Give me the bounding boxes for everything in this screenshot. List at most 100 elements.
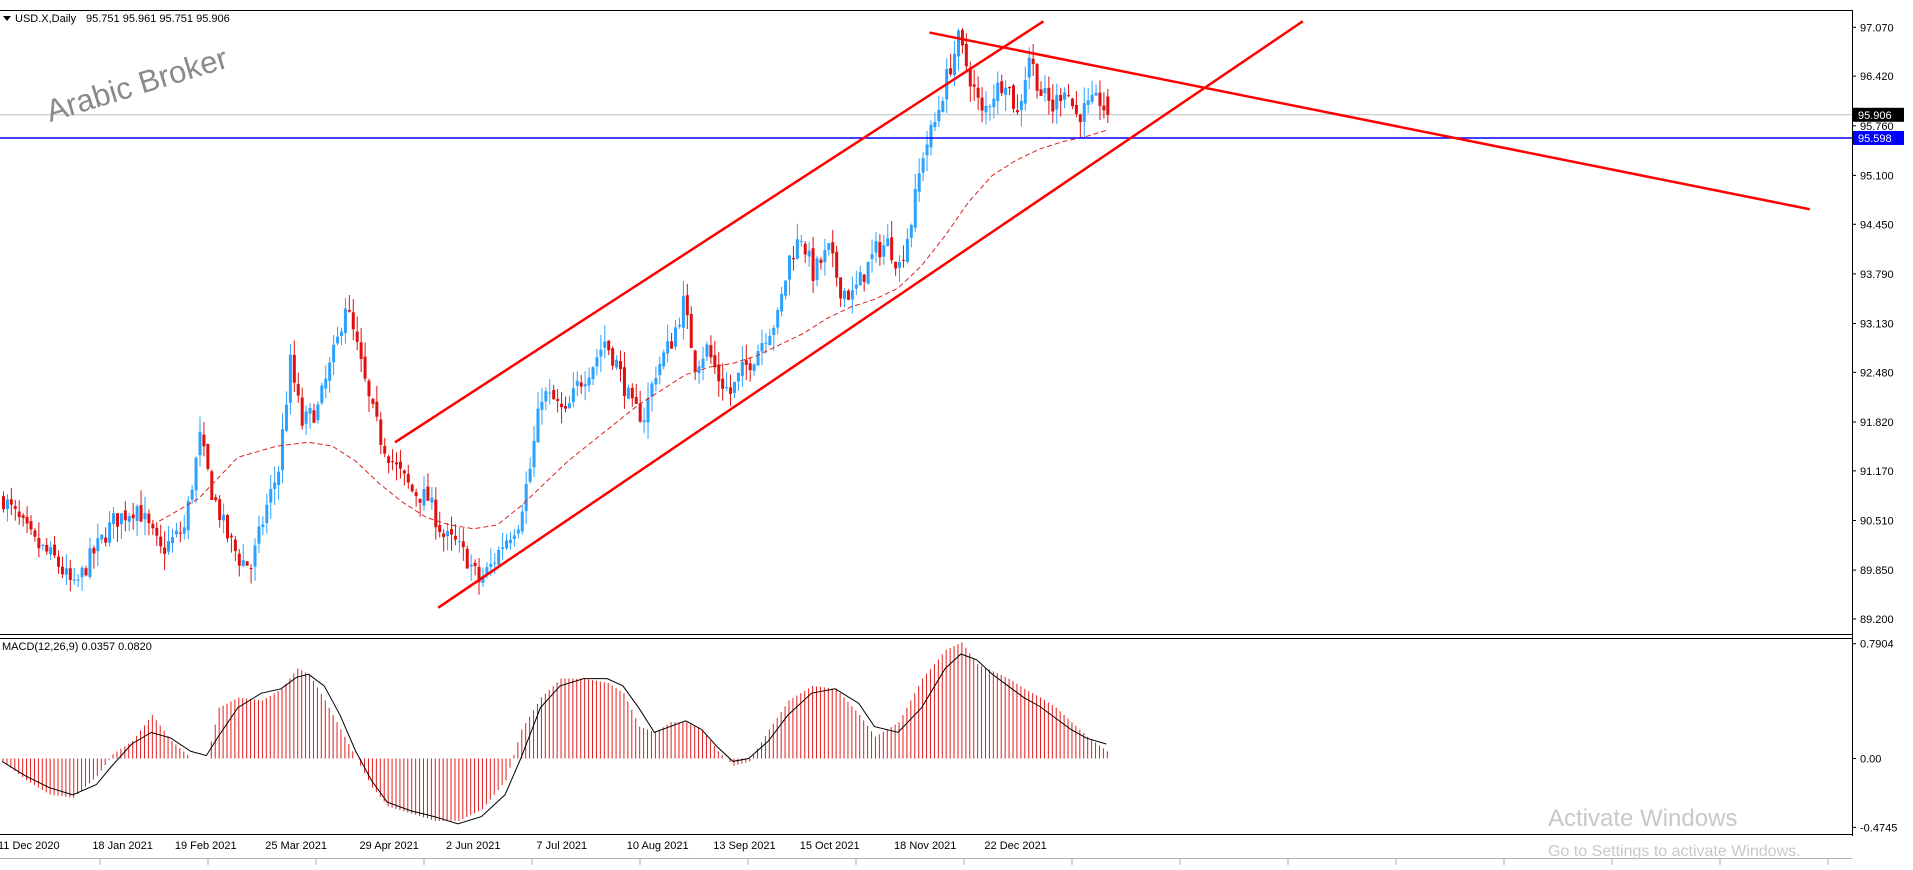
- candle-body: [395, 462, 398, 465]
- level-price-tag: 95.598: [1858, 133, 1892, 145]
- candle-body: [29, 521, 33, 530]
- candle-body: [5, 499, 9, 510]
- candle-body: [862, 274, 866, 282]
- price-tick-label: 91.820: [1860, 417, 1894, 429]
- candle-body: [729, 387, 733, 394]
- time-tick-label: 25 Mar 2021: [265, 840, 327, 852]
- trendlines[interactable]: [394, 20, 1811, 609]
- candle-body: [744, 359, 748, 365]
- time-tick-label: 15 Oct 2021: [800, 840, 860, 852]
- candle-body: [512, 535, 516, 539]
- candle-body: [949, 68, 953, 75]
- candle-body: [76, 579, 80, 581]
- candle-body: [253, 545, 257, 567]
- candle-body: [363, 356, 367, 379]
- symbol-title: USD.X,Daily: [15, 13, 77, 25]
- candle-body: [1019, 100, 1023, 111]
- candle-body: [964, 43, 968, 67]
- candle-body: [501, 547, 505, 549]
- time-tick-label: 19 Feb 2021: [175, 840, 237, 852]
- candle-body: [300, 397, 304, 426]
- channel-lower-trendline: [437, 20, 1304, 609]
- candle-body: [819, 259, 823, 263]
- candle-body: [60, 566, 64, 575]
- dropdown-arrow-icon[interactable]: [3, 16, 11, 21]
- candle-body: [457, 541, 461, 543]
- candle-body: [127, 516, 131, 522]
- candle-body: [194, 457, 198, 491]
- candle-body: [9, 499, 13, 505]
- candle-body: [866, 261, 870, 284]
- candle-body: [917, 173, 921, 192]
- candle-body: [622, 367, 626, 397]
- candle-body: [980, 97, 984, 111]
- candle-body: [108, 522, 112, 543]
- price-tick-label: 96.420: [1860, 71, 1894, 83]
- candle-body: [328, 362, 332, 381]
- candle-body: [257, 526, 261, 544]
- candle-body: [764, 342, 768, 344]
- candle-body: [218, 499, 222, 520]
- candle-body: [406, 473, 410, 483]
- candle-body: [261, 524, 265, 528]
- candle-body: [953, 53, 957, 76]
- candle-body: [461, 541, 465, 548]
- candle-body: [96, 538, 100, 552]
- time-tick-label: 18 Nov 2021: [894, 840, 956, 852]
- candle-body: [740, 361, 744, 376]
- candle-body: [72, 579, 76, 581]
- candle-body: [697, 366, 701, 373]
- candle-body: [662, 352, 666, 367]
- candle-body: [583, 384, 587, 387]
- candle-body: [296, 384, 300, 396]
- candle-body: [320, 385, 324, 404]
- candle-body: [976, 87, 980, 98]
- candle-body: [689, 313, 693, 349]
- candle-body: [603, 341, 607, 348]
- candle-body: [520, 511, 524, 532]
- price-tick-label: 93.790: [1860, 269, 1894, 281]
- last-price-tag-bg: [1853, 107, 1904, 122]
- candle-body: [288, 354, 292, 403]
- candle-body: [312, 410, 316, 423]
- candle-body: [485, 567, 489, 575]
- candle-body: [57, 556, 61, 567]
- time-tick-label: 29 Apr 2021: [360, 840, 419, 852]
- candle-body: [336, 336, 340, 344]
- candle-body: [17, 511, 21, 518]
- candle-body: [563, 406, 567, 409]
- candle-body: [402, 470, 406, 474]
- candle-body: [709, 345, 713, 358]
- price-tick-label: 93.130: [1860, 319, 1894, 331]
- time-tick-label: 11 Dec 2020: [0, 840, 60, 852]
- level-price-tag-bg: [1853, 130, 1904, 145]
- candle-body: [1039, 89, 1043, 96]
- candle-body: [642, 420, 646, 423]
- candle-body: [933, 121, 937, 128]
- time-tick-label: 18 Jan 2021: [92, 840, 153, 852]
- candle-body: [571, 388, 575, 403]
- candle-body: [1035, 63, 1039, 91]
- candle-body: [1078, 114, 1082, 123]
- macd-tick-label: 0.00: [1860, 754, 1881, 766]
- candle-body: [1055, 95, 1059, 110]
- candle-body: [233, 539, 237, 552]
- candle-body: [780, 293, 784, 312]
- candle-body: [214, 497, 218, 501]
- candle-body: [677, 324, 681, 327]
- candle-body: [843, 290, 847, 300]
- price-tick-label: 95.760: [1860, 121, 1894, 133]
- time-tick-label: 22 Dec 2021: [984, 840, 1046, 852]
- candle-body: [567, 403, 571, 409]
- candle-body: [540, 401, 544, 410]
- macd-tick-label: 0.7904: [1860, 639, 1894, 651]
- candle-body: [799, 240, 803, 242]
- candle-body: [717, 364, 721, 382]
- candle-body: [112, 513, 116, 525]
- candle-body: [878, 242, 882, 258]
- candle-body: [387, 456, 391, 463]
- candle-body: [579, 382, 583, 387]
